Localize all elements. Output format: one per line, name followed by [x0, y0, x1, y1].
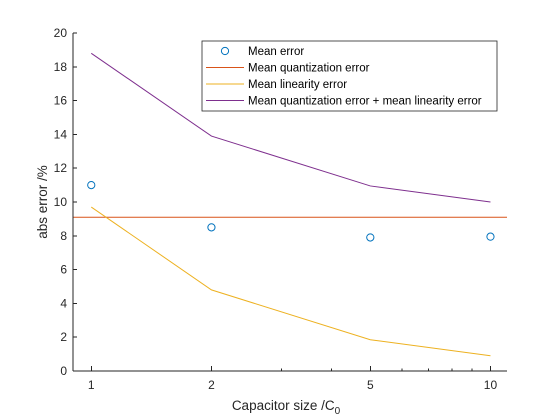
x-axis-label-subscript: 0	[335, 406, 341, 417]
mean-error-point	[207, 223, 216, 232]
series-line-4	[90, 52, 491, 203]
mean-error-point	[87, 181, 96, 190]
legend-box	[201, 40, 498, 112]
series-line-3	[90, 206, 491, 357]
legend-entry-2: Mean quantization error	[248, 63, 370, 75]
y-tick-label: 18	[54, 60, 68, 74]
x-axis-label: Capacitor size /C0	[232, 398, 341, 417]
y-tick-label: 16	[54, 94, 68, 108]
x-tick-label: 2	[208, 378, 215, 392]
x-axis-label-text: Capacitor size /C	[232, 398, 335, 413]
y-tick-label: 14	[54, 127, 68, 141]
y-tick-label: 6	[60, 263, 67, 277]
y-tick-label: 2	[60, 330, 67, 344]
y-tick-label: 0	[60, 364, 67, 378]
legend-entry-4: Mean quantization error + mean linearity…	[248, 96, 482, 108]
x-tick-label: 1	[88, 378, 95, 392]
mean-error-point	[366, 233, 375, 242]
legend-entry-3: Mean linearity error	[248, 79, 347, 91]
y-tick-label: 20	[54, 26, 68, 40]
legend: Mean error Mean quantization error Mean li…	[201, 40, 498, 112]
mean-error-point	[486, 232, 495, 241]
y-tick-label: 12	[54, 161, 68, 175]
y-axis-label: abs error /%	[35, 165, 50, 239]
x-tick-label: 5	[367, 378, 374, 392]
y-tick-label: 4	[60, 296, 67, 310]
x-tick-label: 10	[484, 378, 498, 392]
legend-entry-1: Mean error	[248, 46, 304, 58]
y-tick-label: 8	[60, 229, 67, 243]
legend-marker-1	[220, 46, 230, 56]
y-tick-label: 10	[54, 195, 68, 209]
